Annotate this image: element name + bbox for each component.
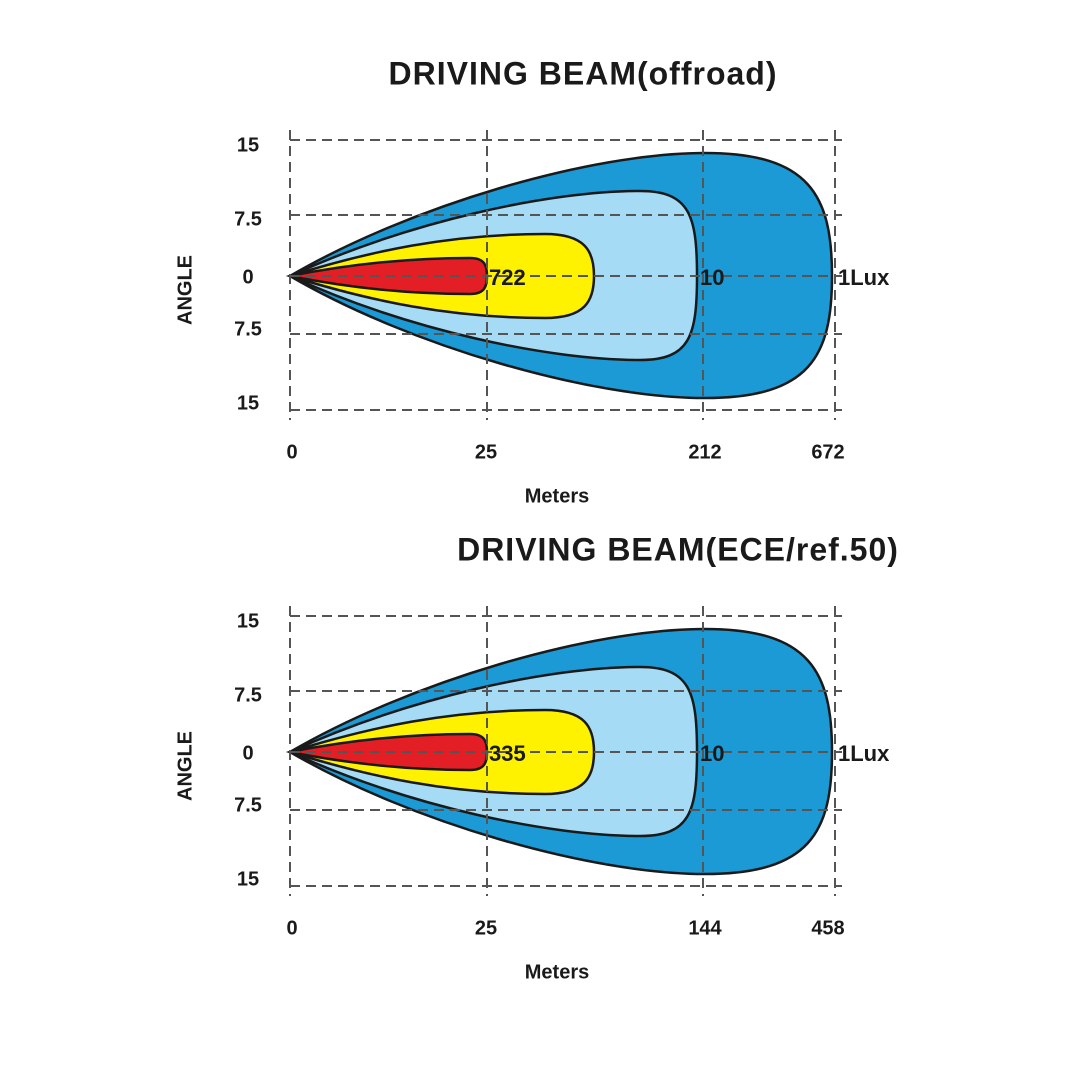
- x-label: 0: [286, 441, 297, 463]
- y-axis-label: ANGLE: [174, 731, 196, 801]
- y-label: 7.5: [234, 208, 262, 230]
- y-label: 7.5: [234, 318, 262, 340]
- x-axis-label: Meters: [525, 485, 589, 507]
- y-label: 15: [237, 868, 259, 890]
- y-label: 15: [237, 610, 259, 632]
- x-label: 458: [811, 917, 844, 939]
- zone-label: 1Lux: [838, 741, 890, 766]
- x-label: 0: [286, 917, 297, 939]
- x-label: 212: [688, 441, 721, 463]
- zone-label: 722: [489, 265, 526, 290]
- x-label: 672: [811, 441, 844, 463]
- zone-label: 335: [489, 741, 526, 766]
- y-label: 15: [237, 134, 259, 156]
- x-axis-label: Meters: [525, 961, 589, 983]
- x-label: 25: [475, 441, 497, 463]
- diagram-title: DRIVING BEAM(offroad): [389, 55, 778, 91]
- diagram-title: DRIVING BEAM(ECE/ref.50): [457, 531, 899, 567]
- y-label: 7.5: [234, 794, 262, 816]
- beam-diagram: DRIVING BEAM(ECE/ref.50) 15 7.5 0 7.5 15 ANGLE…: [174, 531, 899, 983]
- beam-diagram: DRIVING BEAM(offroad) 15 7.5 0 7.5 15 ANGLE 0 25…: [174, 55, 890, 507]
- zone-label: 10: [700, 265, 724, 290]
- y-label: 15: [237, 392, 259, 414]
- x-label: 25: [475, 917, 497, 939]
- y-label: 0: [242, 266, 253, 288]
- y-label: 0: [242, 742, 253, 764]
- y-label: 7.5: [234, 684, 262, 706]
- zone-label: 10: [700, 741, 724, 766]
- x-label: 144: [688, 917, 722, 939]
- y-axis-label: ANGLE: [174, 255, 196, 325]
- zone-label: 1Lux: [838, 265, 890, 290]
